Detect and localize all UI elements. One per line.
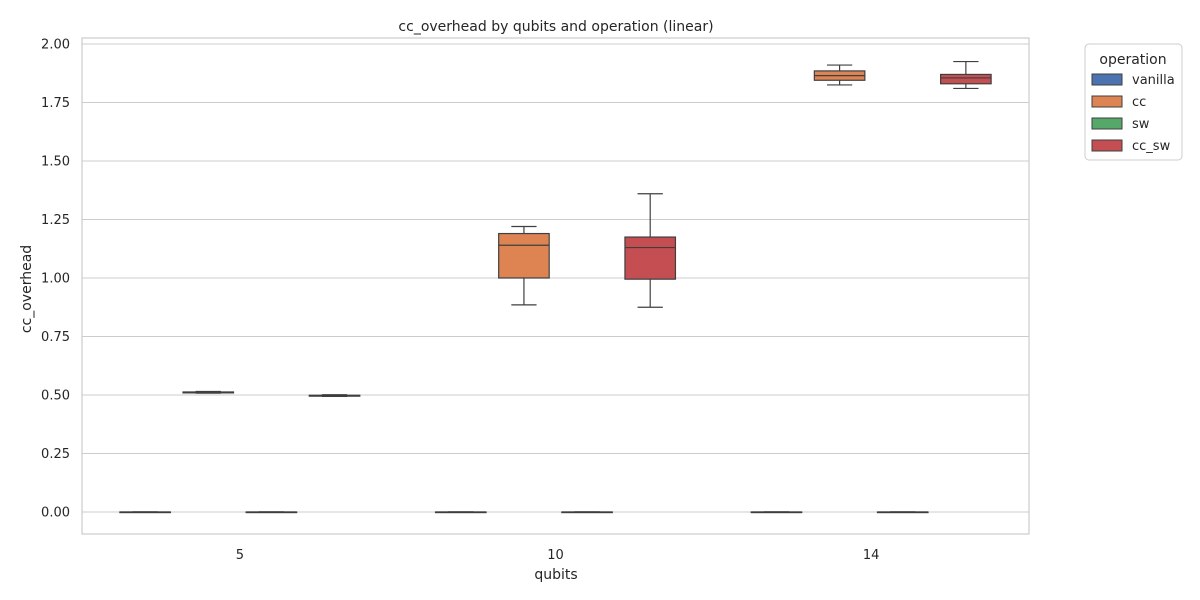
box-iqr [624, 236, 677, 280]
y-tick-label: 2.00 [41, 38, 70, 53]
box-cc-10 [498, 225, 550, 306]
x-tick-label: 10 [547, 548, 564, 563]
y-axis-title: cc_overhead [19, 245, 35, 333]
plot-area [119, 60, 992, 514]
y-tick-label: 0.50 [41, 389, 70, 404]
legend-label: cc [1132, 95, 1146, 110]
legend-label: cc_sw [1132, 139, 1171, 154]
box-cc-14 [813, 64, 866, 86]
box-vanilla-5 [119, 511, 171, 514]
y-tick-label: 1.00 [41, 272, 70, 287]
legend-item-sw: sw [1091, 117, 1150, 132]
y-tick-label: 0.00 [41, 506, 70, 521]
plot-frame [81, 37, 1030, 535]
box-vanilla-14 [750, 511, 803, 514]
y-tick-label: 1.50 [41, 155, 70, 170]
legend-swatch [1091, 139, 1123, 152]
box-sw-10 [561, 511, 613, 514]
box-cc-5 [182, 390, 235, 394]
y-tick-label: 1.75 [41, 96, 70, 111]
legend-frame [1084, 43, 1183, 161]
legend-swatch [1091, 95, 1123, 108]
legend-swatch [1091, 117, 1123, 130]
gridlines [82, 43, 1029, 513]
y-axis: 0.00 0.25 0.50 0.75 1.00 1.25 1.50 1.75 2.00 [41, 38, 70, 521]
chart-title: cc_overhead by qubits and operation (lin… [398, 19, 713, 35]
box-vanilla-10 [434, 511, 487, 514]
x-axis: 5 10 14 [236, 548, 880, 563]
box-sw-5 [245, 511, 298, 514]
x-tick-label: 5 [236, 548, 244, 563]
box-cc_sw-10 [624, 193, 677, 308]
y-tick-label: 0.25 [41, 447, 70, 462]
x-axis-title: qubits [534, 567, 577, 583]
legend: operation vanilla cc sw cc_sw [1084, 43, 1183, 161]
box-iqr [940, 73, 992, 85]
legend-item-vanilla: vanilla [1091, 73, 1175, 88]
box-sw-14 [876, 511, 929, 514]
legend-title: operation [1099, 52, 1166, 68]
legend-item-cc: cc [1091, 95, 1146, 110]
x-tick-label: 14 [863, 548, 880, 563]
y-tick-label: 0.75 [41, 330, 70, 345]
box-cc_sw-14 [940, 60, 992, 90]
legend-item-cc_sw: cc_sw [1091, 139, 1171, 154]
box-cc_sw-5 [308, 394, 361, 398]
y-tick-label: 1.25 [41, 213, 70, 228]
box-iqr [498, 232, 550, 279]
legend-label: vanilla [1132, 73, 1175, 88]
legend-swatch [1091, 73, 1123, 86]
legend-label: sw [1132, 117, 1150, 132]
